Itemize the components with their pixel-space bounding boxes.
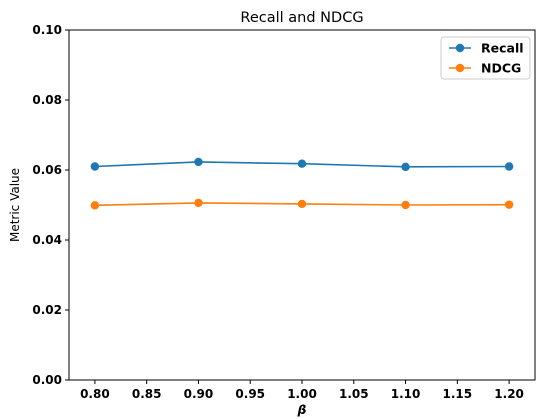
chart-title: Recall and NDCG xyxy=(240,10,363,26)
legend-marker-recall xyxy=(455,43,465,53)
x-tick-label: 0.90 xyxy=(184,387,214,401)
data-point-ndcg xyxy=(194,198,203,208)
x-axis-label: β xyxy=(297,402,307,417)
legend-label-recall: Recall xyxy=(481,41,524,56)
legend: Recall NDCG xyxy=(440,36,531,80)
x-tick-label: 0.80 xyxy=(80,387,110,401)
y-tick-label: 0.00 xyxy=(32,373,62,387)
data-point-ndcg xyxy=(504,200,514,209)
x-tick-label: 1.10 xyxy=(391,387,421,401)
y-tick-label: 0.10 xyxy=(32,23,62,37)
x-tick-label: 1.05 xyxy=(339,387,369,401)
y-tick-label: 0.06 xyxy=(32,163,62,177)
legend-label-ndcg: NDCG xyxy=(481,61,521,76)
y-tick-label: 0.04 xyxy=(32,233,62,247)
x-tick-label: 0.85 xyxy=(132,387,162,401)
data-point-ndcg xyxy=(90,201,100,210)
x-tick-label: 1.00 xyxy=(287,387,317,401)
data-point-recall xyxy=(194,157,203,167)
x-tick-label: 1.15 xyxy=(443,387,473,401)
x-tick-label: 1.20 xyxy=(494,387,524,401)
plot-area: 0.80 0.85 0.90 0.95 1.00 1.05 1.10 1.15 1.20 0.00… xyxy=(32,23,536,401)
data-point-recall xyxy=(401,162,410,172)
data-point-recall xyxy=(90,162,100,171)
data-point-recall xyxy=(504,162,514,171)
data-point-recall xyxy=(297,159,307,168)
data-point-ndcg xyxy=(401,200,410,210)
x-tick-label: 0.95 xyxy=(235,387,265,401)
y-axis-label: Metric Value xyxy=(8,168,22,242)
y-tick-label: 0.02 xyxy=(32,303,62,317)
legend-marker-ndcg xyxy=(455,63,465,73)
y-tick-label: 0.08 xyxy=(32,93,62,107)
data-point-ndcg xyxy=(297,199,307,209)
